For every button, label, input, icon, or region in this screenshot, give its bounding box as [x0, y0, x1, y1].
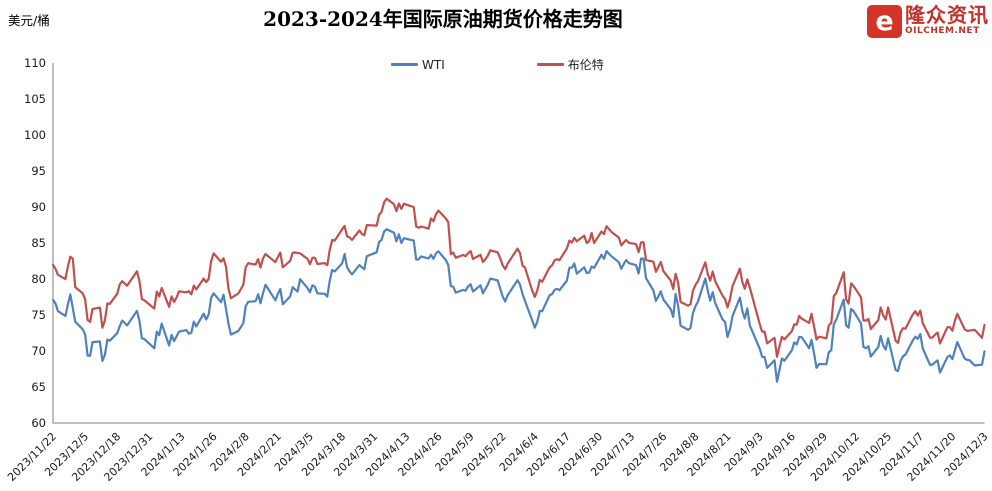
brent-legend-label: 布伦特	[567, 58, 604, 72]
y-axis-unit-label: 美元/桶	[8, 13, 50, 28]
y-tick-label: 110	[24, 56, 46, 70]
brent-legend-line-icon	[536, 63, 564, 66]
legend-item-wti: WTI	[391, 58, 445, 72]
y-tick-label: 105	[24, 92, 46, 106]
y-tick-label: 90	[31, 200, 46, 214]
wti-legend-line-icon	[391, 63, 418, 66]
brent-price-line	[51, 197, 986, 358]
legend-item-brent: 布伦特	[536, 56, 604, 73]
y-tick-label: 70	[31, 344, 46, 358]
wti-price-line	[51, 228, 986, 383]
wti-legend-label: WTI	[422, 57, 445, 72]
y-tick-label: 85	[31, 236, 46, 250]
brand-domain: OILCHEM.NET	[905, 26, 980, 36]
y-tick-label: 75	[31, 308, 46, 322]
chart-title: 2023-2024年国际原油期货价格走势图	[263, 7, 623, 31]
brand-name: 隆众资讯	[905, 3, 989, 27]
brand-logo: e 隆众资讯 OILCHEM.NET	[867, 5, 989, 38]
y-tick-label: 65	[31, 380, 46, 394]
y-tick-label: 80	[31, 272, 46, 286]
y-tick-label: 95	[31, 164, 46, 178]
y-tick-label: 100	[24, 128, 46, 142]
chart-legend: WTI 布伦特	[391, 56, 604, 73]
brand-logo-icon: e	[867, 5, 902, 38]
brand-logo-glyph: e	[875, 6, 894, 37]
axis-lines	[52, 63, 985, 424]
y-tick-label: 60	[31, 416, 46, 430]
